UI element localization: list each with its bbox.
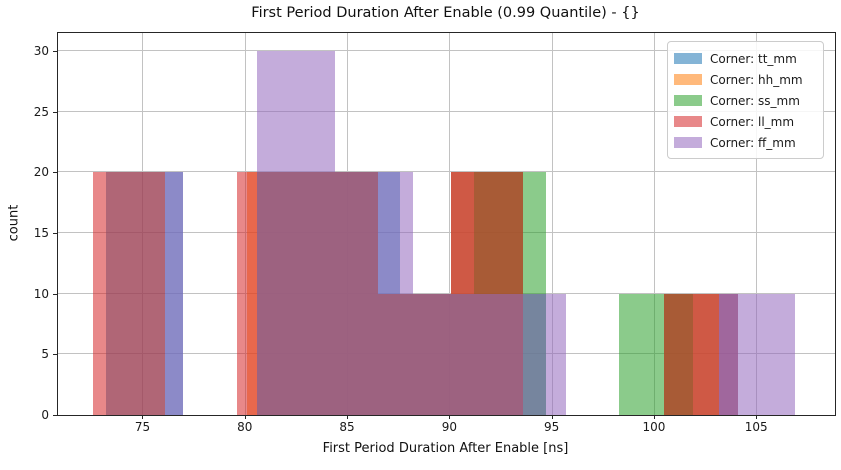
chart-title: First Period Duration After Enable (0.99… [251, 5, 640, 21]
y-tick-label: 10 [33, 286, 49, 301]
y-tick-mark [53, 172, 57, 174]
x-tick-label: 75 [134, 420, 151, 434]
legend-swatch-icon [674, 116, 702, 127]
legend-swatch-icon [674, 74, 702, 85]
y-tick-marks [53, 33, 57, 416]
x-tick-label: 90 [441, 420, 457, 434]
hist-bar-ff_mm [719, 293, 796, 415]
legend-item: Corner: ff_mm [674, 132, 817, 153]
x-tick-marks [58, 415, 835, 419]
gridline-y [58, 292, 835, 294]
x-tick-label: 85 [339, 420, 355, 434]
y-tick-label: 15 [33, 226, 49, 241]
x-tick-label: 95 [544, 420, 560, 434]
x-tick-mark [347, 415, 349, 419]
legend-item: Corner: hh_mm [674, 69, 817, 90]
y-tick-labels: 0 5 10 15 20 25 30 [0, 33, 49, 422]
x-tick-label: 105 [744, 420, 768, 434]
legend-item: Corner: tt_mm [674, 48, 817, 69]
y-tick-mark [53, 51, 57, 53]
legend-label: Corner: ss_mm [710, 93, 800, 108]
legend-swatch-icon [674, 137, 702, 148]
y-tick-mark [53, 293, 57, 295]
x-axis-label: First Period Duration After Enable [ns] [322, 441, 569, 456]
y-tick-mark [53, 233, 57, 235]
x-tick-label: 80 [237, 420, 253, 434]
y-tick-mark [53, 415, 57, 416]
legend-label: Corner: hh_mm [710, 72, 803, 87]
gridline-y [58, 171, 835, 173]
gridline-x [756, 33, 758, 415]
gridline-y [58, 110, 835, 112]
legend-label: Corner: ff_mm [710, 135, 796, 150]
x-tick-mark [449, 415, 451, 419]
x-tick-label: 100 [642, 420, 666, 434]
y-tick-label: 5 [41, 347, 49, 362]
legend-item: Corner: ll_mm [674, 111, 817, 132]
gridline-x [449, 33, 451, 415]
legend-label: Corner: tt_mm [710, 51, 797, 66]
hist-bar-ff_mm [164, 172, 184, 415]
hist-bar-ff_mm [412, 293, 566, 415]
y-tick-label: 0 [41, 408, 49, 422]
x-tick-mark [756, 415, 758, 419]
gridline-y [58, 50, 835, 52]
legend-swatch-icon [674, 95, 702, 106]
y-tick-mark [53, 111, 57, 113]
hist-bar-ff_mm [334, 172, 413, 415]
x-tick-mark [653, 415, 655, 419]
y-tick-label: 30 [33, 44, 49, 59]
legend-swatch-icon [674, 53, 702, 64]
y-tick-mark [53, 354, 57, 356]
x-tick-mark [142, 415, 144, 419]
hist-bar-ff_mm [257, 51, 335, 415]
x-tick-mark [244, 415, 246, 419]
gridline-y [58, 232, 835, 234]
x-tick-labels: 75 80 85 90 95 100 105 [58, 420, 835, 435]
gridline-x [551, 33, 553, 415]
legend-label: Corner: ll_mm [710, 114, 795, 129]
y-tick-label: 25 [33, 104, 49, 119]
x-tick-mark [551, 415, 553, 419]
gridline-x [653, 33, 655, 415]
hist-bar-ll_mm [93, 172, 165, 415]
y-tick-label: 20 [33, 165, 49, 180]
legend-item: Corner: ss_mm [674, 90, 817, 111]
legend: Corner: tt_mm Corner: hh_mm Corner: ss_mm C… [667, 41, 824, 159]
